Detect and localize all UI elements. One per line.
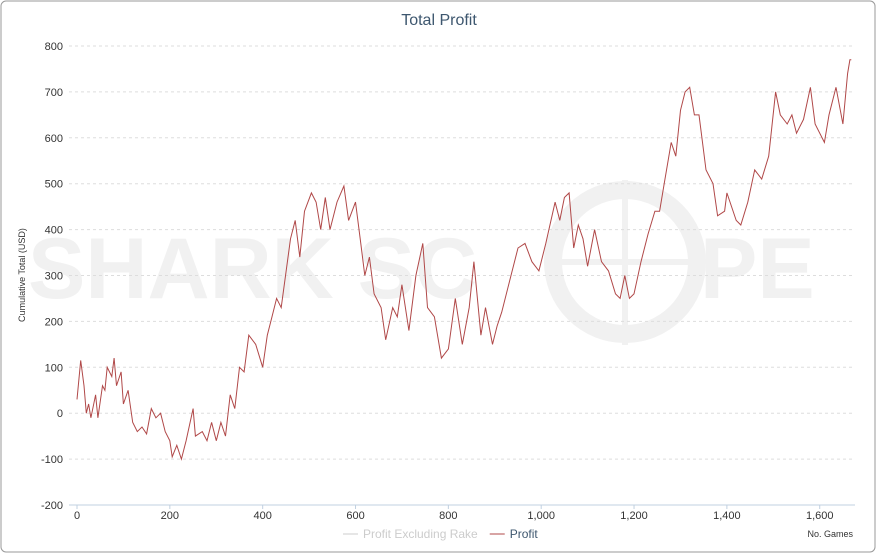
y-tick-label: 300: [45, 271, 63, 283]
x-axis-label: No. Games: [807, 529, 853, 539]
y-tick-label: 200: [45, 316, 63, 328]
legend-label: Profit: [510, 527, 539, 541]
y-tick-label: -200: [41, 500, 63, 512]
y-tick-label: 400: [45, 225, 63, 237]
watermark-text: SHARK SC: [28, 221, 477, 317]
profit-line: [76, 59, 852, 461]
x-tick-label: 800: [439, 510, 457, 522]
legend-item[interactable]: Profit Excluding Rake: [343, 527, 478, 541]
x-tick-label: 400: [254, 510, 272, 522]
chart-title: Total Profit: [401, 12, 477, 29]
y-tick-label: 500: [45, 179, 63, 191]
x-tick-label: 600: [346, 510, 364, 522]
legend-label: Profit Excluding Rake: [363, 527, 478, 541]
y-tick-label: 700: [45, 87, 63, 99]
x-tick-label: 1,400: [713, 510, 741, 522]
watermark-text: PE: [700, 221, 815, 317]
y-tick-label: -100: [41, 454, 63, 466]
x-tick-label: 1,000: [527, 510, 555, 522]
legend-item[interactable]: Profit: [489, 527, 539, 541]
watermark: SHARK SC PE: [28, 180, 815, 345]
x-tick-label: 0: [74, 510, 80, 522]
x-tick-label: 200: [161, 510, 179, 522]
y-tick-label: 600: [45, 133, 63, 145]
y-tick-label: 0: [57, 408, 63, 420]
x-tick-label: 1,200: [620, 510, 648, 522]
y-tick-label: 800: [45, 41, 63, 53]
x-tick-label: 1,600: [806, 510, 834, 522]
y-tick-label: 100: [45, 362, 63, 374]
y-axis-label: Cumulative Total (USD): [17, 228, 27, 322]
